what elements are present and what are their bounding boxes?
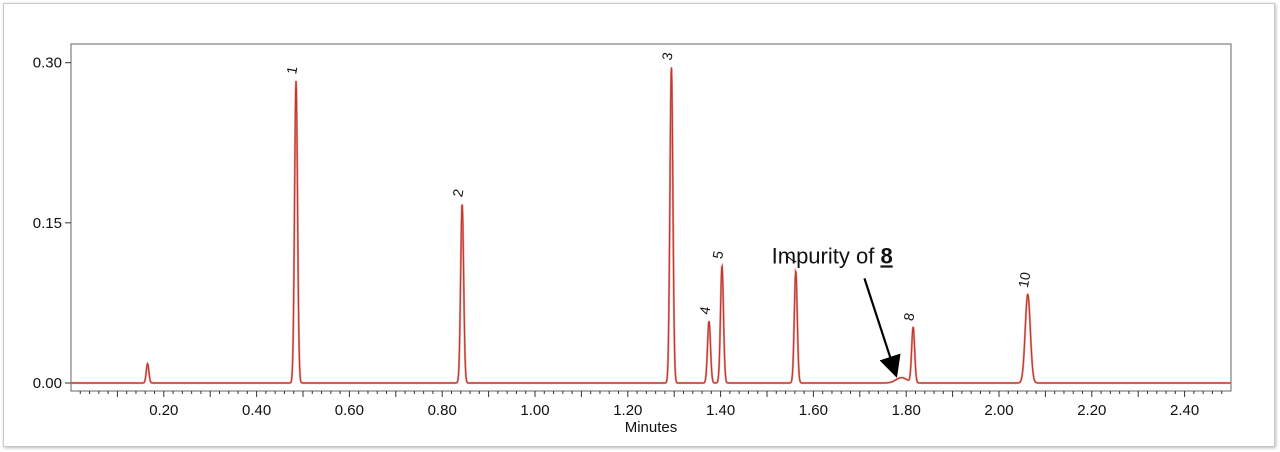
- peak-label-5: 5: [709, 249, 726, 260]
- x-tick-label: 1.40: [706, 402, 735, 419]
- y-tick-label: 0.00: [33, 375, 62, 392]
- peak-label-3: 3: [659, 51, 676, 62]
- chromatogram-chart: 0.00 0.15 0.30 0.20 0.40 0.60 0.80 1.00 1.20 1.4…: [33, 43, 1232, 436]
- x-tick-label: 0.40: [242, 402, 271, 419]
- y-tick-label: 0.15: [33, 215, 62, 232]
- peak-label-2: 2: [449, 187, 466, 198]
- x-axis-title: Minutes: [625, 419, 678, 436]
- chromatogram-trace-shadow: [71, 67, 1231, 385]
- x-tick-label: 2.00: [984, 402, 1013, 419]
- impurity-annotation: Impurity of 8: [772, 243, 901, 378]
- peak-labels: 1 2 3 4 5 7 8 10: [283, 51, 1033, 322]
- plot-area: [70, 43, 1232, 392]
- x-tick-label: 1.80: [892, 402, 921, 419]
- peak-label-4: 4: [696, 305, 713, 316]
- x-tick-label: 0.20: [149, 402, 178, 419]
- peak-label-1: 1: [283, 65, 300, 76]
- x-axis: 0.20 0.40 0.60 0.80 1.00 1.20 1.40 1.60 1.80 2.00…: [79, 391, 1223, 419]
- y-axis: 0.00 0.15 0.30: [33, 55, 71, 392]
- x-tick-label: 0.60: [335, 402, 364, 419]
- annotation-bold-number: 8: [880, 243, 892, 268]
- x-tick-label: 2.40: [1170, 402, 1199, 419]
- chromatogram-trace: [71, 67, 1231, 384]
- annotation-arrow: [863, 278, 901, 378]
- annotation-label: Impurity of: [772, 243, 881, 268]
- x-tick-label: 1.00: [520, 402, 549, 419]
- x-tick-label: 1.20: [613, 402, 642, 419]
- chart-frame: 0.00 0.15 0.30 0.20 0.40 0.60 0.80 1.00 1.20 1.4…: [3, 3, 1275, 447]
- peak-label-8: 8: [900, 311, 917, 322]
- annotation-text: Impurity of 8: [772, 243, 893, 268]
- peak-label-7: 7: [783, 255, 800, 266]
- peak-label-10: 10: [1015, 271, 1033, 289]
- x-tick-label: 2.20: [1077, 402, 1106, 419]
- y-tick-label: 0.30: [33, 55, 62, 72]
- x-tick-label: 0.80: [428, 402, 457, 419]
- x-tick-label: 1.60: [799, 402, 828, 419]
